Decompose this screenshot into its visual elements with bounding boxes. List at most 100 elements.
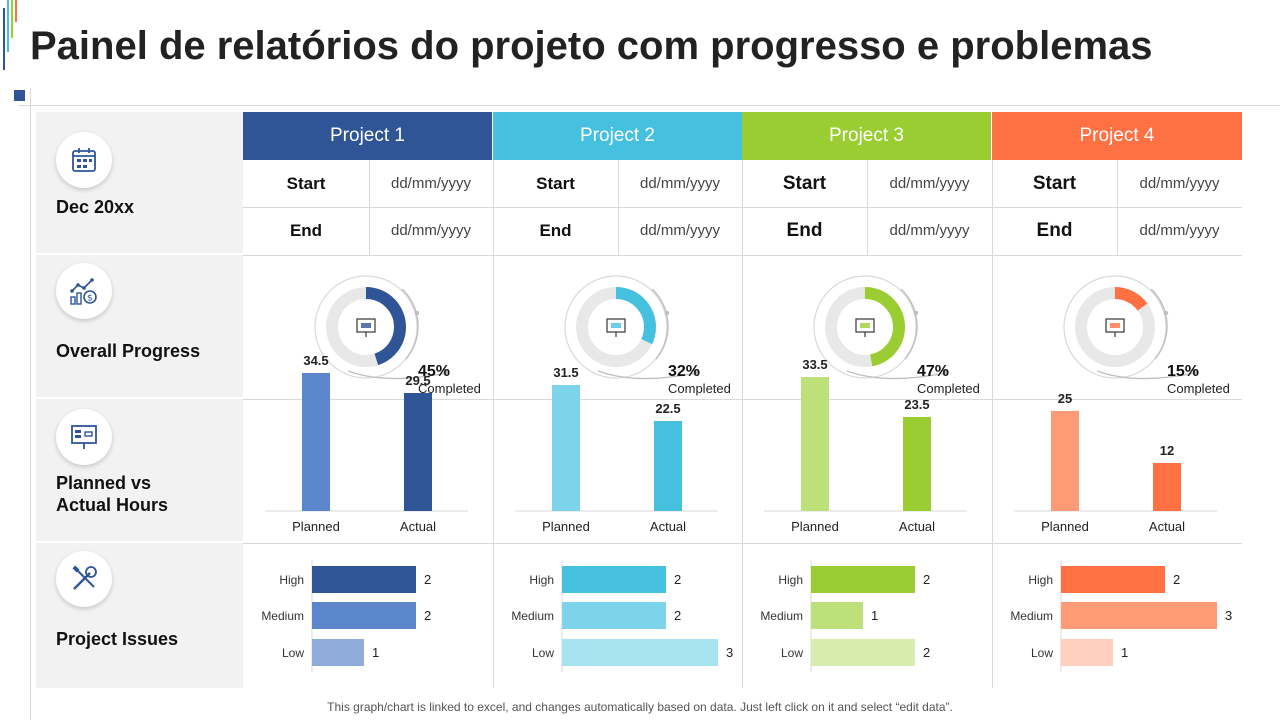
project-3-actual-axis-label: Actual <box>899 519 935 534</box>
project-3-issues-low-label: Low <box>781 646 803 660</box>
project-4-issues-medium-bar <box>1061 602 1217 629</box>
project-3-actual-value: 23.5 <box>904 397 929 412</box>
project-3-issues-medium-value: 1 <box>871 608 878 623</box>
presentation-chart-icon-detail <box>611 323 621 328</box>
gear-board-icon-detail <box>860 323 870 328</box>
title-divider <box>18 105 1280 106</box>
project-1-end-key: End <box>289 221 323 240</box>
project-4-issues-medium-value: 3 <box>1225 608 1232 623</box>
project-2-donut-arrow-tail <box>597 370 697 380</box>
project-3-issues-medium-label: Medium <box>760 609 803 623</box>
project-2-end-date: dd/mm/yyyy <box>639 222 720 239</box>
grid-line <box>992 160 993 688</box>
project-3-donut-arrow-tail <box>846 370 946 380</box>
project-4-progress-value: 15% <box>1167 363 1199 380</box>
hours-row-label: Planned vs Actual Hours <box>36 399 243 543</box>
project-2-planned-bar <box>552 385 580 511</box>
corner-accent-lines <box>3 0 17 70</box>
project-1-issues-high-label: High <box>279 573 304 587</box>
project-2-donut-arrow-arc <box>651 288 669 360</box>
project-1-actual-bar <box>404 393 432 511</box>
project-1-issues-medium-bar <box>312 602 416 629</box>
project-1-donut-arrow-tail <box>347 370 447 380</box>
project-1-donut-arrow-arc <box>401 288 419 360</box>
project-4-actual-value: 12 <box>1160 443 1174 458</box>
project-3-header: Project 3 <box>742 112 991 160</box>
project-4-issues-low-bar <box>1061 639 1113 666</box>
project-2-issues-high-label: High <box>529 573 554 587</box>
project-3-donut-arrow-arc <box>900 288 918 360</box>
project-2-issues-medium-label: Medium <box>511 609 554 623</box>
project-1-donut-arrow-dot <box>414 310 420 316</box>
project-2-progress-value: 32% <box>668 363 700 380</box>
project-1-header: Project 1 <box>243 112 492 160</box>
project-1-progress-label: Completed <box>418 381 481 396</box>
project-4-end-date: dd/mm/yyyy <box>1139 222 1220 239</box>
project-3-end-key: End <box>786 220 823 241</box>
project-4-issues-high-label: High <box>1028 573 1053 587</box>
project-2-start-date: dd/mm/yyyy <box>639 175 720 192</box>
project-4-actual-axis-label: Actual <box>1149 519 1185 534</box>
project-4-planned-axis-label: Planned <box>1041 519 1089 534</box>
project-2-actual-bar <box>654 421 682 511</box>
project-2-donut-arrow-head <box>693 368 700 376</box>
project-3-donut-arrow-head <box>942 368 949 376</box>
project-1-donut-progress <box>326 287 406 367</box>
project-4-donut-arrow-dot <box>1163 310 1169 316</box>
project-4-issues-low-value: 1 <box>1121 645 1128 660</box>
page-title: Painel de relatórios do projeto com prog… <box>30 24 1153 68</box>
left-divider <box>30 88 31 720</box>
project-2-actual-axis-label: Actual <box>650 519 686 534</box>
row-label-panel: Dec 20xx $ Overall Progress Planned vs A… <box>36 112 243 688</box>
progress-label: Overall Progress <box>56 341 201 361</box>
project-1-issues-low-value: 1 <box>372 645 379 660</box>
project-3-planned-axis-label: Planned <box>791 519 839 534</box>
project-1-issues-low-bar <box>312 639 364 666</box>
hours-label: Planned vs Actual Hours <box>56 473 169 515</box>
project-2-donut-progress <box>576 287 656 367</box>
project-1-issues-high-value: 2 <box>424 572 431 587</box>
project-2-issues-low-bar <box>562 639 718 666</box>
project-1-start-date: dd/mm/yyyy <box>390 175 471 192</box>
grid-line <box>369 160 370 255</box>
project-1-planned-value: 34.5 <box>303 353 328 368</box>
project-1-issues-medium-value: 2 <box>424 608 431 623</box>
project-1-donut-arrow-head <box>443 368 450 376</box>
project-4-issues-high-bar <box>1061 566 1165 593</box>
project-1-planned-bar <box>302 373 330 511</box>
project-3-donut-arrow-dot <box>913 310 919 316</box>
report-board-icon-detail <box>1110 323 1120 328</box>
project-2-issues-low-value: 3 <box>726 645 733 660</box>
project-3-issues-high-label: High <box>778 573 803 587</box>
tools-icon <box>56 551 112 607</box>
footnote: This graph/chart is linked to excel, and… <box>327 700 953 714</box>
project-4-planned-bar <box>1051 411 1079 511</box>
grid-line <box>1117 160 1118 255</box>
project-2-header: Project 2 <box>493 112 742 160</box>
issues-row-label: Project Issues <box>36 543 243 688</box>
progress-row-label: $ Overall Progress <box>36 255 243 399</box>
project-4-donut-arrow-arc <box>1150 288 1168 360</box>
project-2-end-key: End <box>539 221 572 240</box>
project-3-issues-medium-bar <box>811 602 863 629</box>
project-4-donut-progress <box>1075 287 1155 367</box>
project-3-planned-value: 33.5 <box>802 357 827 372</box>
project-3-progress-label: Completed <box>917 381 980 396</box>
project-3-end-date: dd/mm/yyyy <box>889 222 970 239</box>
project-4-donut-arrow-tail <box>1096 370 1196 380</box>
project-3-actual-bar <box>903 417 931 511</box>
project-2-planned-axis-label: Planned <box>542 519 590 534</box>
presentation-board-icon <box>56 409 112 465</box>
project-4-planned-value: 25 <box>1058 391 1072 406</box>
project-3-start-key: Start <box>782 173 827 194</box>
project-2-planned-value: 31.5 <box>553 365 578 380</box>
project-2-progress-label: Completed <box>668 381 731 396</box>
project-4-actual-bar <box>1153 463 1181 511</box>
project-4-issues-medium-label: Medium <box>1010 609 1053 623</box>
grid-line <box>493 160 494 688</box>
project-2-issues-low-label: Low <box>532 646 554 660</box>
svg-text:$: $ <box>87 294 93 304</box>
grid-line <box>867 160 868 255</box>
date-label: Dec 20xx <box>56 197 135 217</box>
